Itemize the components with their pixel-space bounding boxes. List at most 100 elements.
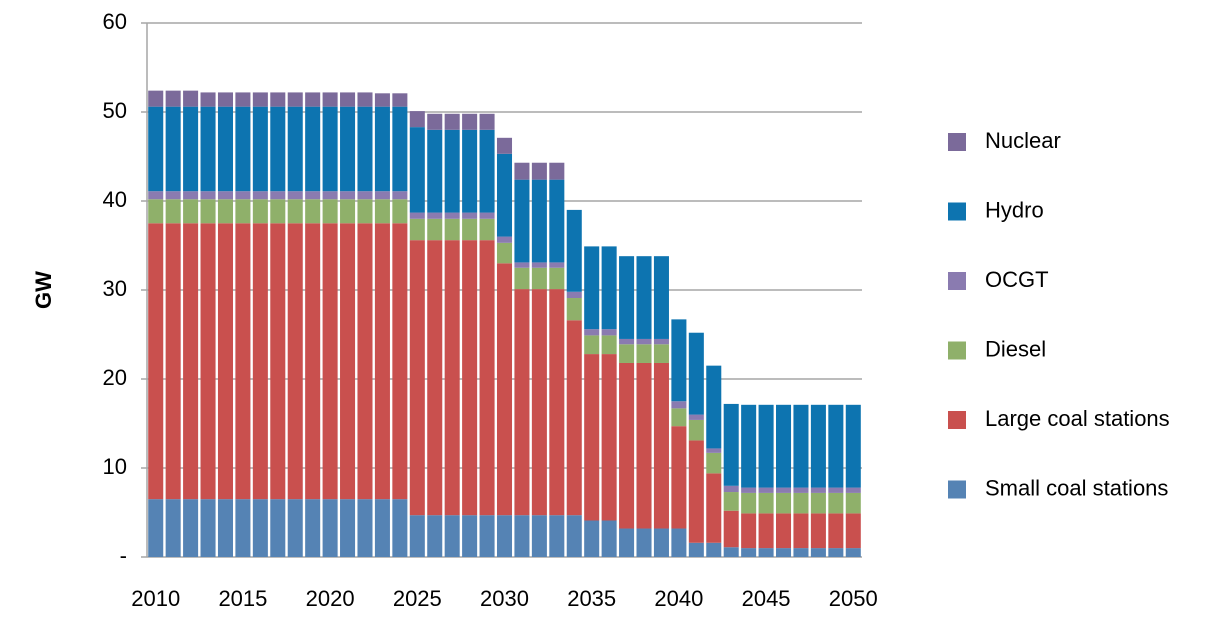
bar-segment (148, 199, 164, 224)
bar-segment (531, 262, 547, 268)
bar-segment (514, 162, 530, 180)
bar-segment (531, 267, 547, 290)
bar-segment (270, 223, 286, 500)
bar-segment (619, 528, 635, 557)
y-tick-label: 50 (103, 98, 127, 123)
bar-segment (758, 548, 774, 557)
bar-segment (270, 199, 286, 224)
bar-segment (845, 548, 861, 557)
bar-segment (479, 218, 495, 241)
bar-segment (235, 191, 251, 200)
bar-segment (409, 111, 425, 128)
bar-segment (671, 401, 687, 409)
bar-segment (217, 223, 233, 500)
y-tick-label: - (120, 543, 127, 568)
bar-segment (357, 223, 373, 500)
bar-segment (217, 499, 233, 557)
bar-segment (723, 485, 739, 493)
bar-segment (688, 542, 704, 557)
x-tick-label: 2015 (218, 586, 267, 611)
bar-segment (776, 404, 792, 488)
bar-segment (287, 223, 303, 500)
bar-segment (828, 548, 844, 557)
bar-segment (374, 199, 390, 224)
x-tick-label: 2035 (567, 586, 616, 611)
bar-segment (374, 106, 390, 192)
bar-segment (357, 106, 373, 192)
legend-swatch (948, 411, 966, 429)
x-tick-label: 2045 (742, 586, 791, 611)
y-tick-label: 30 (103, 276, 127, 301)
bar-segment (200, 92, 216, 107)
bar-segment (148, 191, 164, 200)
bar-segment (810, 513, 826, 549)
bar-segment (723, 547, 739, 557)
bar-segment (252, 92, 268, 107)
bar-segment (514, 179, 530, 263)
legend-swatch (948, 202, 966, 221)
bar-segment (183, 199, 199, 224)
bar-segment (706, 452, 722, 474)
bar-segment (217, 191, 233, 200)
legend-label: Large coal stations (985, 406, 1170, 431)
bar-segment (810, 487, 826, 493)
bar-segment (479, 515, 495, 557)
bar-segment (200, 223, 216, 500)
bar-segment (374, 93, 390, 107)
bar-segment (776, 513, 792, 549)
bar-segment (165, 199, 181, 224)
bar-segment (566, 209, 582, 292)
bar-segment (165, 223, 181, 500)
bar-segment (357, 92, 373, 107)
bar-segment (566, 320, 582, 516)
bar-segment (165, 90, 181, 107)
bar-segment (462, 113, 478, 130)
bar-segment (496, 236, 513, 243)
bar-segment (531, 289, 547, 516)
bar-segment (165, 499, 181, 557)
bar-segment (340, 106, 356, 192)
bar-segment (793, 487, 809, 493)
bar-segment (444, 240, 460, 516)
bar-segment (148, 223, 164, 500)
bar-segment (183, 191, 199, 200)
bar-segment (828, 492, 844, 514)
bar-segment (305, 92, 321, 107)
legend-swatch (948, 341, 966, 360)
bar-segment (305, 499, 321, 557)
bar-segment (688, 414, 704, 420)
bar-segment (252, 223, 268, 500)
y-tick-label: 20 (103, 365, 127, 390)
x-tick-label: 2010 (131, 586, 180, 611)
bar-segment (392, 191, 408, 200)
bar-segment (462, 515, 478, 557)
bar-segment (653, 362, 669, 529)
bar-segment (828, 487, 844, 493)
bar-segment (357, 191, 373, 200)
bar-segment (671, 426, 687, 529)
bar-segment (340, 499, 356, 557)
bar-segment (584, 329, 600, 336)
bar-segment (496, 137, 513, 154)
bar-segment (252, 191, 268, 200)
bar-segment (235, 199, 251, 224)
bar-segment (200, 191, 216, 200)
legend-label: Small coal stations (985, 475, 1168, 500)
bar-segment (374, 191, 390, 200)
bar-segment (305, 106, 321, 192)
bar-segment (322, 106, 338, 192)
bar-segment (444, 113, 460, 130)
bar-segment (357, 199, 373, 224)
bar-segment (601, 329, 617, 336)
bar-segment (252, 199, 268, 224)
legend-label: OCGT (985, 267, 1049, 292)
bar-segment (776, 487, 792, 493)
bar-segment (653, 256, 669, 339)
bar-segment (322, 199, 338, 224)
bar-segment (270, 191, 286, 200)
bar-segment (514, 515, 530, 557)
bar-segment (601, 246, 617, 330)
bar-segment (496, 515, 513, 557)
bar-segment (392, 499, 408, 557)
bar-segment (828, 513, 844, 549)
